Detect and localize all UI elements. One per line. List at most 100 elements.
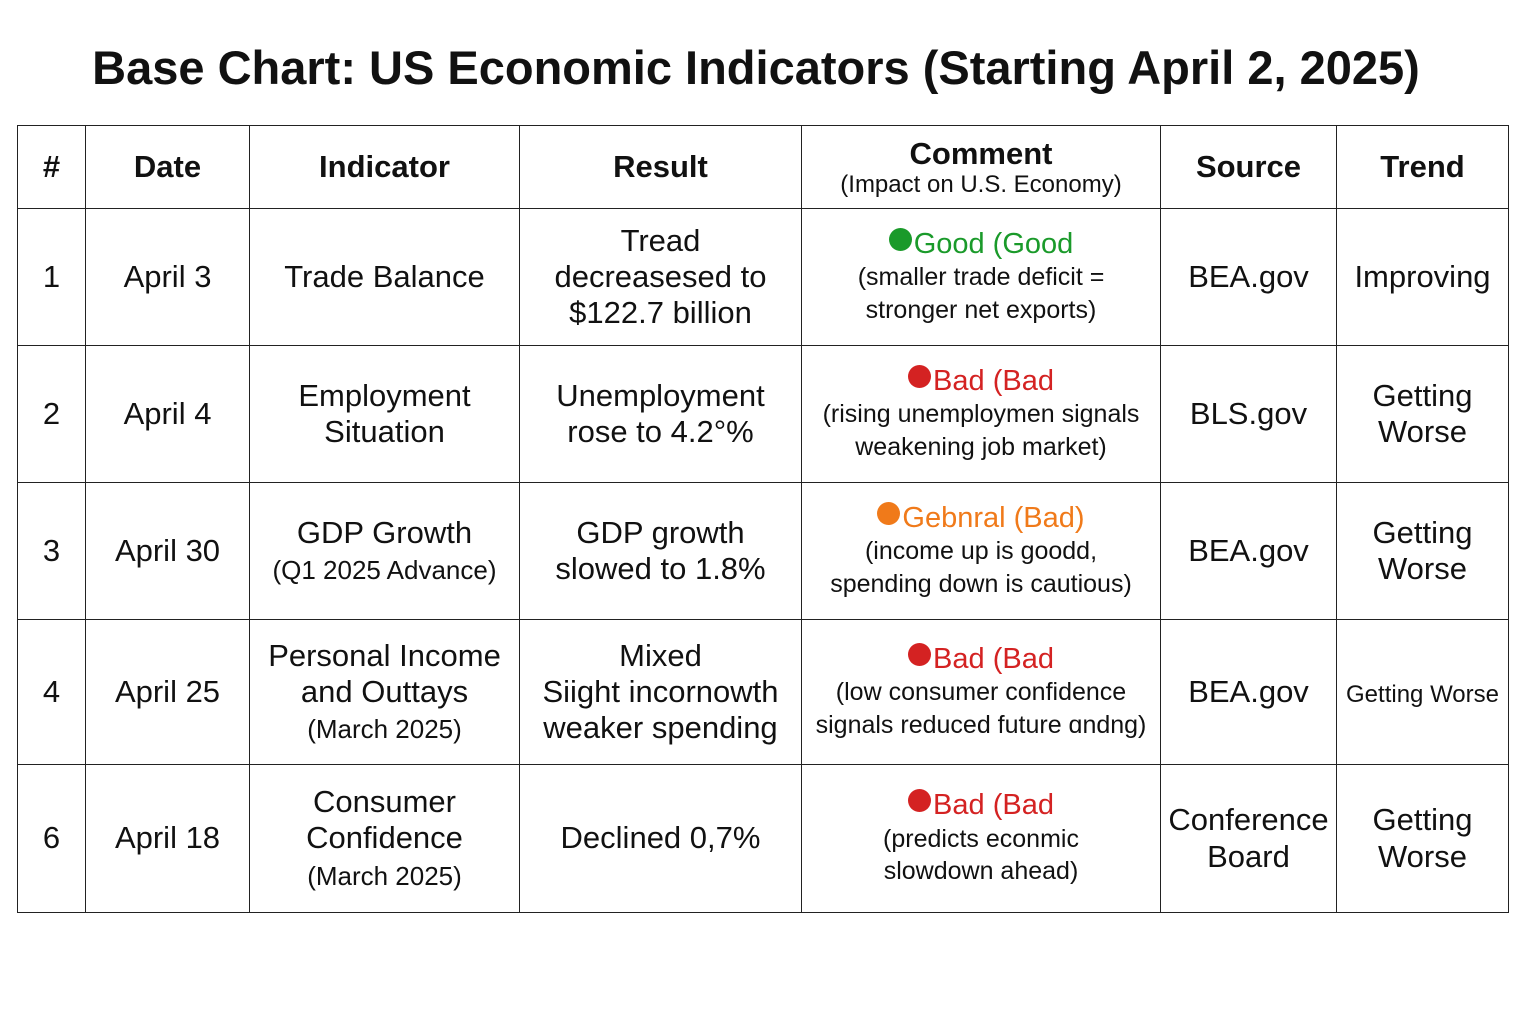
table-row: 4 April 25 Personal Income and Outtays (… <box>17 619 1509 765</box>
header-date: Date <box>85 125 250 209</box>
row-date: April 30 <box>85 482 250 620</box>
status-dot-icon <box>877 501 901 525</box>
status-label: Bad (Bad <box>804 364 1158 398</box>
result-line: decreasesed to <box>554 258 767 294</box>
header-trend: Trend <box>1336 125 1509 209</box>
comment-text: (income up is goodd, spending down is cau… <box>830 537 1132 598</box>
row-trend: Getting Worse <box>1336 482 1509 620</box>
row-comment: Bad (Bad (low consumer confidence signals… <box>801 619 1161 765</box>
result-line: rose to 4.2°% <box>567 414 754 449</box>
indicator-line: Employment <box>298 377 471 413</box>
trend-line: Worse <box>1377 414 1467 449</box>
row-source: BLS.gov <box>1160 345 1337 483</box>
indicator-line: (Q1 2025 Advance) <box>272 555 497 585</box>
row-comment: Bad (Bad (predicts econmic slowdown ahead… <box>801 764 1161 913</box>
row-indicator: Personal Income and Outtays (March 2025) <box>249 619 520 765</box>
header-number: # <box>17 125 86 209</box>
status-text: Gebnral (Bad) <box>902 501 1085 534</box>
status-text: Bad (Bad <box>933 364 1054 397</box>
row-result: Declined 0,7% <box>519 764 802 913</box>
row-result: Mixed Siight incornowth weaker spending <box>519 619 802 765</box>
row-indicator: Consumer Confidence (March 2025) <box>249 764 520 913</box>
row-trend: Getting Worse <box>1336 764 1509 913</box>
trend-line: Getting <box>1372 514 1473 550</box>
row-result: Unemployment rose to 4.2°% <box>519 345 802 483</box>
table-row: 2 April 4 Employment Situation Unemploym… <box>17 345 1509 483</box>
row-source: BEA.gov <box>1160 208 1337 346</box>
comment-text: (smaller trade deficit = stronger net exp… <box>857 263 1105 324</box>
indicator-line: Situation <box>324 414 445 449</box>
indicator-line: (March 2025) <box>307 860 462 891</box>
indicator-line: (March 2025) <box>307 714 462 745</box>
result-line: Siight incornowth <box>542 673 779 709</box>
row-date: April 3 <box>85 208 250 346</box>
source-line: BEA.gov <box>1188 673 1309 709</box>
source-line: BEA.gov <box>1188 258 1309 294</box>
row-number: 2 <box>17 345 86 483</box>
status-text: Bad (Bad <box>933 789 1054 822</box>
header-source: Source <box>1160 125 1337 209</box>
row-number: 3 <box>17 482 86 620</box>
row-date: April 4 <box>85 345 250 483</box>
table-row: 3 April 30 GDP Growth (Q1 2025 Advance) … <box>17 482 1509 620</box>
row-number: 6 <box>17 764 86 913</box>
trend-line: Improving <box>1354 258 1491 294</box>
table-row: 1 April 3 Trade Balance Tread decreasese… <box>17 208 1509 346</box>
indicator-line: Personal Income <box>268 637 501 673</box>
indicator-line: Consumer <box>313 784 456 820</box>
row-trend: Getting Worse <box>1336 345 1509 483</box>
status-text: Bad (Bad <box>933 642 1054 675</box>
header-comment-subtitle: (Impact on U.S. Economy) <box>840 170 1122 198</box>
source-line: Board <box>1207 838 1290 874</box>
table-row: 6 April 18 Consumer Confidence (March 20… <box>17 764 1509 913</box>
result-line: slowed to 1.8% <box>555 551 766 586</box>
row-source: Conference Board <box>1160 764 1337 913</box>
source-line: BLS.gov <box>1189 395 1308 431</box>
result-line: Unemployment <box>556 377 765 413</box>
header-row: # Date Indicator Result Comment (Impact … <box>17 125 1509 209</box>
row-trend: Getting Worse <box>1336 619 1509 765</box>
header-comment-label: Comment <box>909 135 1053 171</box>
comment-text: (predicts econmic slowdown ahead) <box>883 824 1079 886</box>
status-dot-icon <box>908 364 932 388</box>
indicator-line: Trade Balance <box>284 258 485 294</box>
page-title: Base Chart: US Economic Indicators (Star… <box>92 41 1420 94</box>
row-comment: Good (Good (smaller trade deficit = stron… <box>801 208 1161 346</box>
trend-line: Worse <box>1377 838 1467 874</box>
status-dot-icon <box>888 227 912 251</box>
status-label: Gebnral (Bad) <box>804 501 1158 535</box>
indicator-line: and Outtays <box>300 673 469 709</box>
result-line: Tread <box>620 222 701 258</box>
status-dot-icon <box>908 642 932 666</box>
status-dot-icon <box>908 789 932 813</box>
row-number: 1 <box>17 208 86 346</box>
trend-line: Worse <box>1377 551 1467 586</box>
status-text: Good (Good <box>913 227 1074 260</box>
row-date: April 25 <box>85 619 250 765</box>
trend-line: Getting <box>1372 802 1473 838</box>
result-line: $122.7 billion <box>569 295 752 331</box>
trend-line: Getting Worse <box>1346 680 1499 708</box>
status-label: Bad (Bad <box>804 789 1158 822</box>
row-result: Tread decreasesed to $122.7 billion <box>519 208 802 346</box>
row-comment: Bad (Bad (rising unemploymen signals weak… <box>801 345 1161 483</box>
source-line: BEA.gov <box>1188 532 1309 568</box>
row-comment: Gebnral (Bad) (income up is goodd, spendi… <box>801 482 1161 620</box>
row-date: April 18 <box>85 764 250 913</box>
row-number: 4 <box>17 619 86 765</box>
header-indicator: Indicator <box>249 125 520 209</box>
comment-text: (rising unemploymen signals weakening job… <box>822 400 1140 461</box>
comment-text: (low consumer confidence signals reduced … <box>815 678 1147 739</box>
row-indicator: Employment Situation <box>249 345 520 483</box>
result-line: GDP growth <box>576 514 745 550</box>
indicators-table: # Date Indicator Result Comment (Impact … <box>17 125 1509 913</box>
row-source: BEA.gov <box>1160 619 1337 765</box>
row-indicator: Trade Balance <box>249 208 520 346</box>
status-label: Bad (Bad <box>804 642 1158 676</box>
status-label: Good (Good <box>804 227 1158 261</box>
source-line: Conference <box>1168 802 1329 838</box>
row-result: GDP growth slowed to 1.8% <box>519 482 802 620</box>
header-result: Result <box>519 125 802 209</box>
result-line: Declined 0,7% <box>560 820 761 856</box>
result-line: weaker spending <box>543 710 778 746</box>
